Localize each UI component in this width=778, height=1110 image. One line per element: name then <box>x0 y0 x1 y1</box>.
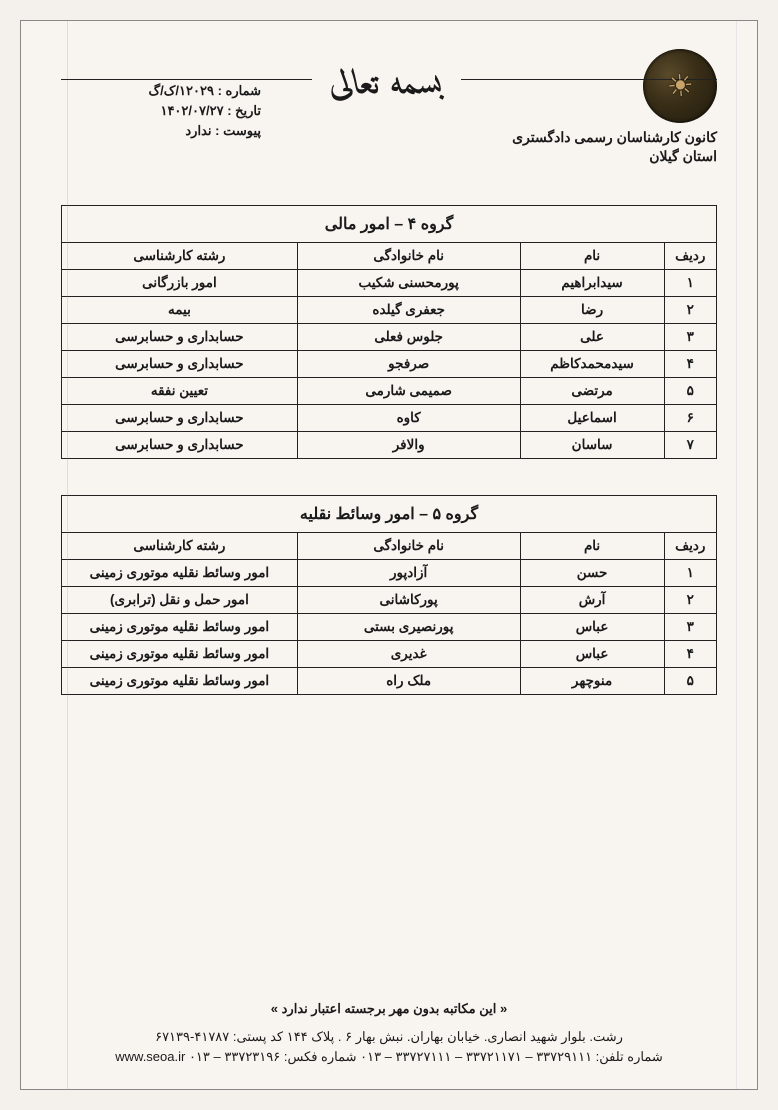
meta-attach: پیوست : ندارد <box>61 123 261 139</box>
cell-family: جلوس فعلی <box>297 324 520 351</box>
table-row: ۳علیجلوس فعلیحسابداری و حسابرسی <box>62 324 717 351</box>
cell-family: پورنصیری بستی <box>297 614 520 641</box>
table-row: ۴عباسغدیریامور وسائط نقلیه موتوری زمینی <box>62 641 717 668</box>
table-row: ۱حسنآزادپورامور وسائط نقلیه موتوری زمینی <box>62 560 717 587</box>
doc-meta: شماره : ۱۲۰۲۹/ک/گ تاریخ : ۱۴۰۲/۰۷/۲۷ پیو… <box>61 49 261 143</box>
meta-number-value: ۱۲۰۲۹/ک/گ <box>149 83 214 98</box>
group5-col-name: نام <box>520 533 664 560</box>
cell-name: اسماعیل <box>520 405 664 432</box>
cell-n: ۲ <box>664 587 716 614</box>
org-logo-icon: ☀ <box>643 49 717 123</box>
table-row: ۴سیدمحمدکاظمصرفجوحسابداری و حسابرسی <box>62 351 717 378</box>
table-row: ۷ساسانوالافرحسابداری و حسابرسی <box>62 432 717 459</box>
footer-note: « این مکاتبه بدون مهر برجسته اعتبار ندار… <box>61 1001 717 1017</box>
cell-n: ۱ <box>664 270 716 297</box>
table-row: ۲رضاجعفری گیلدهبیمه <box>62 297 717 324</box>
cell-family: پورکاشانی <box>297 587 520 614</box>
cell-field: حسابداری و حسابرسی <box>62 432 298 459</box>
cell-name: سیدمحمدکاظم <box>520 351 664 378</box>
org-name-line1: کانون کارشناسان رسمی دادگستری <box>512 129 717 146</box>
cell-name: مرتضی <box>520 378 664 405</box>
meta-date-value: ۱۴۰۲/۰۷/۲۷ <box>160 103 223 118</box>
cell-n: ۵ <box>664 378 716 405</box>
cell-name: عباس <box>520 614 664 641</box>
group4-tbody: ۱سیدابراهیمپورمحسنی شکیبامور بازرگانی۲رض… <box>62 270 717 459</box>
meta-number: شماره : ۱۲۰۲۹/ک/گ <box>61 83 261 99</box>
table-row: ۲آرشپورکاشانیامور حمل و نقل (ترابری) <box>62 587 717 614</box>
meta-attach-value: ندارد <box>185 123 211 138</box>
meta-attach-label: پیوست : <box>215 123 261 138</box>
table-row: ۶اسماعیلکاوهحسابداری و حسابرسی <box>62 405 717 432</box>
table-row: ۵مرتضیصمیمی شارمیتعیین نفقه <box>62 378 717 405</box>
group5-title: گروه ۵ – امور وسائط نقلیه <box>62 496 717 533</box>
cell-name: منوچهر <box>520 668 664 695</box>
cell-field: امور وسائط نقلیه موتوری زمینی <box>62 614 298 641</box>
cell-family: صرفجو <box>297 351 520 378</box>
footer: « این مکاتبه بدون مهر برجسته اعتبار ندار… <box>61 1001 717 1065</box>
group4-col-family: نام خانوادگی <box>297 243 520 270</box>
header: ☀ کانون کارشناسان رسمی دادگستری استان گی… <box>61 49 717 165</box>
cell-field: بیمه <box>62 297 298 324</box>
document-page: ☀ کانون کارشناسان رسمی دادگستری استان گی… <box>20 20 758 1090</box>
org-name-line2: استان گیلان <box>512 148 717 165</box>
bismillah-text: بسمه تعالی <box>312 55 462 115</box>
cell-n: ۱ <box>664 560 716 587</box>
cell-n: ۲ <box>664 297 716 324</box>
table-row: ۳عباسپورنصیری بستیامور وسائط نقلیه موتور… <box>62 614 717 641</box>
meta-date-label: تاریخ : <box>227 103 261 118</box>
group5-col-field: رشته کارشناسی <box>62 533 298 560</box>
cell-family: صمیمی شارمی <box>297 378 520 405</box>
cell-family: والافر <box>297 432 520 459</box>
cell-field: امور وسائط نقلیه موتوری زمینی <box>62 560 298 587</box>
cell-name: سیدابراهیم <box>520 270 664 297</box>
cell-family: جعفری گیلده <box>297 297 520 324</box>
group5-col-row: ردیف <box>664 533 716 560</box>
cell-family: آزادپور <box>297 560 520 587</box>
cell-family: پورمحسنی شکیب <box>297 270 520 297</box>
cell-n: ۶ <box>664 405 716 432</box>
cell-name: عباس <box>520 641 664 668</box>
cell-n: ۴ <box>664 641 716 668</box>
cell-n: ۷ <box>664 432 716 459</box>
group4-table: گروه ۴ – امور مالی ردیف نام نام خانوادگی… <box>61 205 717 459</box>
group5-table: گروه ۵ – امور وسائط نقلیه ردیف نام نام خ… <box>61 495 717 695</box>
cell-family: کاوه <box>297 405 520 432</box>
cell-field: حسابداری و حسابرسی <box>62 351 298 378</box>
cell-field: امور وسائط نقلیه موتوری زمینی <box>62 641 298 668</box>
cell-name: ساسان <box>520 432 664 459</box>
cell-n: ۳ <box>664 614 716 641</box>
cell-name: علی <box>520 324 664 351</box>
logo-glyph: ☀ <box>665 67 695 104</box>
bismillah-wrap: بسمه تعالی <box>261 49 512 115</box>
group4-section: گروه ۴ – امور مالی ردیف نام نام خانوادگی… <box>61 205 717 459</box>
cell-family: غدیری <box>297 641 520 668</box>
group5-section: گروه ۵ – امور وسائط نقلیه ردیف نام نام خ… <box>61 495 717 695</box>
table-row: ۱سیدابراهیمپورمحسنی شکیبامور بازرگانی <box>62 270 717 297</box>
cell-n: ۴ <box>664 351 716 378</box>
group4-col-row: ردیف <box>664 243 716 270</box>
cell-field: امور حمل و نقل (ترابری) <box>62 587 298 614</box>
group4-col-name: نام <box>520 243 664 270</box>
meta-date: تاریخ : ۱۴۰۲/۰۷/۲۷ <box>61 103 261 119</box>
table-row: ۵منوچهرملک راهامور وسائط نقلیه موتوری زم… <box>62 668 717 695</box>
group4-col-field: رشته کارشناسی <box>62 243 298 270</box>
cell-name: حسن <box>520 560 664 587</box>
footer-address: رشت. بلوار شهید انصاری. خیابان بهاران. ن… <box>61 1029 717 1045</box>
cell-field: تعیین نفقه <box>62 378 298 405</box>
cell-name: آرش <box>520 587 664 614</box>
cell-field: حسابداری و حسابرسی <box>62 324 298 351</box>
group5-tbody: ۱حسنآزادپورامور وسائط نقلیه موتوری زمینی… <box>62 560 717 695</box>
group5-col-family: نام خانوادگی <box>297 533 520 560</box>
cell-field: امور بازرگانی <box>62 270 298 297</box>
cell-n: ۵ <box>664 668 716 695</box>
cell-field: امور وسائط نقلیه موتوری زمینی <box>62 668 298 695</box>
meta-number-label: شماره : <box>218 83 261 98</box>
cell-family: ملک راه <box>297 668 520 695</box>
cell-name: رضا <box>520 297 664 324</box>
footer-contacts: شماره تلفن: ۳۳۷۲۹۱۱۱ – ۳۳۷۲۱۱۷۱ – ۳۳۷۲۷۱… <box>61 1049 717 1065</box>
org-block: ☀ کانون کارشناسان رسمی دادگستری استان گی… <box>512 49 717 165</box>
cell-n: ۳ <box>664 324 716 351</box>
cell-field: حسابداری و حسابرسی <box>62 405 298 432</box>
group4-title: گروه ۴ – امور مالی <box>62 206 717 243</box>
